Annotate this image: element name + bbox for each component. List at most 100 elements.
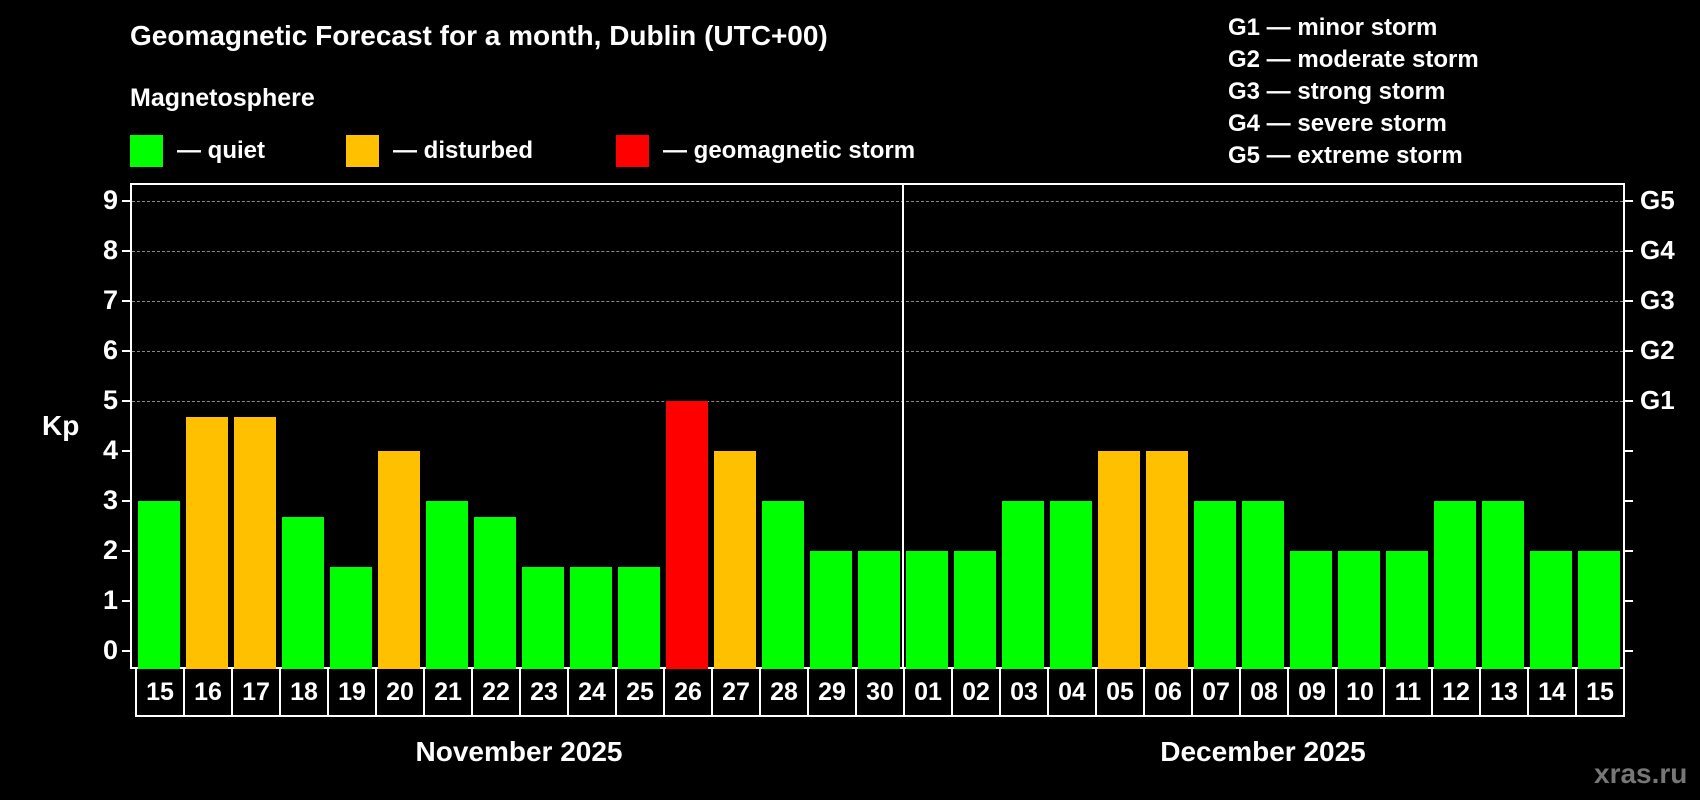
kp-bar-quiet — [1050, 501, 1092, 669]
date-cell: 16 — [183, 669, 231, 715]
y-tick-label: 4 — [102, 435, 118, 465]
g-scale-item: G5 — extreme storm — [1228, 142, 1463, 169]
y-tick-mark — [122, 600, 130, 602]
y-tick-mark — [122, 250, 130, 252]
g-level-label: G5 — [1640, 185, 1675, 215]
date-cell: 21 — [423, 669, 471, 715]
y-tick-mark — [122, 550, 130, 552]
y-tick-label: 1 — [102, 585, 118, 615]
month-label-november: November 2025 — [415, 736, 623, 767]
kp-bar-disturbed — [1146, 451, 1188, 669]
date-cell: 04 — [1047, 669, 1095, 715]
date-cell: 11 — [1383, 669, 1431, 715]
g-level-label: G2 — [1640, 335, 1675, 365]
kp-bar-quiet — [138, 501, 180, 669]
date-cell: 05 — [1095, 669, 1143, 715]
date-cell: 12 — [1431, 669, 1479, 715]
y-tick-mark — [122, 300, 130, 302]
kp-bar-quiet — [1386, 551, 1428, 669]
legend-item-storm: — geomagnetic storm — [616, 135, 915, 167]
kp-bar-disturbed — [378, 451, 420, 669]
g-scale-legend: G1 — minor storm G2 — moderate storm G3 … — [1228, 12, 1479, 172]
month-label-december: December 2025 — [1160, 736, 1366, 767]
right-tick-mark — [1625, 650, 1633, 652]
storm-swatch-icon — [616, 135, 649, 167]
date-cell: 23 — [519, 669, 567, 715]
date-cell: 27 — [711, 669, 759, 715]
legend-item-disturbed: — disturbed — [346, 135, 533, 167]
y-tick-mark — [122, 400, 130, 402]
kp-bar-quiet — [1530, 551, 1572, 669]
y-tick-mark — [122, 650, 130, 652]
kp-bar-quiet — [1434, 501, 1476, 669]
chart-title: Geomagnetic Forecast for a month, Dublin… — [130, 20, 828, 51]
legend-item-quiet: — quiet — [130, 135, 265, 167]
right-tick-mark — [1625, 350, 1633, 352]
g-level-label: G3 — [1640, 285, 1675, 315]
right-tick-mark — [1625, 550, 1633, 552]
date-cell: 08 — [1239, 669, 1287, 715]
g-level-label: G1 — [1640, 385, 1675, 415]
y-tick-label: 9 — [102, 185, 118, 215]
date-cell: 24 — [567, 669, 615, 715]
date-cell: 22 — [471, 669, 519, 715]
right-tick-mark — [1625, 300, 1633, 302]
date-cell: 25 — [615, 669, 663, 715]
date-cell: 30 — [855, 669, 903, 715]
right-tick-mark — [1625, 200, 1633, 202]
y-tick-mark — [122, 350, 130, 352]
kp-bar-quiet — [282, 517, 324, 669]
kp-bar-quiet — [522, 567, 564, 669]
date-cell: 10 — [1335, 669, 1383, 715]
gridline — [132, 351, 1623, 352]
date-cell: 02 — [951, 669, 999, 715]
y-tick-label: 5 — [102, 385, 118, 415]
y-tick-mark — [122, 200, 130, 202]
g-scale-item: G1 — minor storm — [1228, 14, 1438, 41]
kp-bar-disturbed — [1098, 451, 1140, 669]
date-cell: 14 — [1527, 669, 1575, 715]
y-tick-mark — [122, 450, 130, 452]
gridline — [132, 301, 1623, 302]
kp-bar-quiet — [1290, 551, 1332, 669]
kp-bar-quiet — [618, 567, 660, 669]
kp-bar-quiet — [954, 551, 996, 669]
date-cell: 15 — [1575, 669, 1623, 715]
date-cell: 13 — [1479, 669, 1527, 715]
g-level-label: G4 — [1640, 235, 1675, 265]
right-tick-mark — [1625, 500, 1633, 502]
g-scale-item: G2 — moderate storm — [1228, 46, 1479, 73]
kp-bar-quiet — [330, 567, 372, 669]
y-axis-label: Kp — [42, 410, 80, 441]
y-tick-label: 6 — [102, 335, 118, 365]
kp-bar-quiet — [474, 517, 516, 669]
kp-bar-quiet — [426, 501, 468, 669]
date-cell: 17 — [231, 669, 279, 715]
date-cell: 07 — [1191, 669, 1239, 715]
g-scale-item: G3 — strong storm — [1228, 78, 1446, 105]
right-tick-mark — [1625, 400, 1633, 402]
disturbed-swatch-icon — [346, 135, 379, 167]
date-cell: 15 — [146, 677, 174, 706]
y-tick-label: 2 — [102, 535, 118, 565]
kp-bar-quiet — [810, 551, 852, 669]
watermark: xras.ru — [1594, 758, 1688, 789]
kp-bar-quiet — [1338, 551, 1380, 669]
date-cell: 20 — [375, 669, 423, 715]
kp-bar-disturbed — [714, 451, 756, 669]
kp-bar-quiet — [1194, 501, 1236, 669]
date-cell: 18 — [279, 669, 327, 715]
kp-bar-disturbed — [234, 417, 276, 669]
kp-bar-disturbed — [186, 417, 228, 669]
g-scale-item: G4 — severe storm — [1228, 110, 1447, 137]
kp-bar-quiet — [858, 551, 900, 669]
date-cell: 26 — [663, 669, 711, 715]
y-tick-mark — [122, 500, 130, 502]
y-tick-label: 3 — [102, 485, 118, 515]
kp-bar-quiet — [906, 551, 948, 669]
right-tick-mark — [1625, 250, 1633, 252]
date-cell: 29 — [807, 669, 855, 715]
date-cell: 28 — [759, 669, 807, 715]
gridline — [132, 201, 1623, 202]
legend-heading: Magnetosphere — [130, 84, 315, 112]
